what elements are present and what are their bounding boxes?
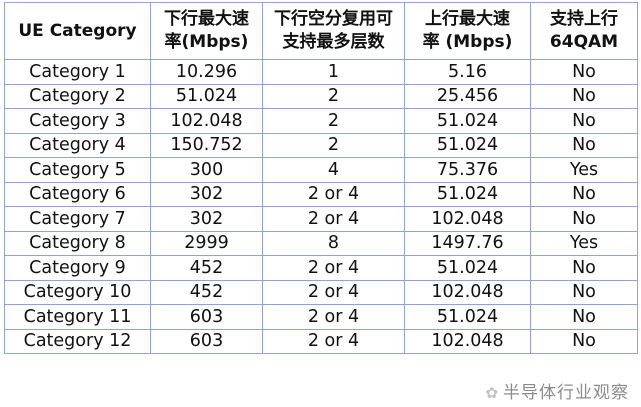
cell-uplink-max-rate: 51.024: [404, 255, 531, 281]
header-downlink-mimo-layers: 下行空分复用可 支持最多层数: [262, 2, 405, 60]
cell-ue-category: Category 7: [4, 206, 151, 232]
cell-uplink-64qam: No: [530, 132, 638, 158]
cell-ue-category: Category 6: [4, 181, 151, 207]
cell-uplink-max-rate: 102.048: [404, 279, 531, 305]
cell-downlink-mimo-layers: 2: [262, 83, 405, 109]
cell-downlink-max-rate: 150.752: [150, 132, 263, 158]
cell-ue-category: Category 12: [4, 328, 151, 354]
cell-uplink-64qam: No: [530, 328, 638, 354]
cell-downlink-mimo-layers: 2: [262, 108, 405, 134]
cell-uplink-max-rate: 102.048: [404, 328, 531, 354]
wechat-icon: ✿: [485, 384, 499, 402]
cell-uplink-64qam: No: [530, 181, 638, 207]
cell-ue-category: Category 1: [4, 59, 151, 85]
cell-uplink-64qam: No: [530, 108, 638, 134]
table-row: Category 3 102.048 2 51.024 No: [4, 108, 638, 134]
table-row: Category 8 2999 8 1497.76 Yes: [4, 230, 638, 256]
cell-uplink-max-rate: 102.048: [404, 206, 531, 232]
cell-downlink-max-rate: 102.048: [150, 108, 263, 134]
cell-downlink-max-rate: 300: [150, 157, 263, 183]
cell-downlink-mimo-layers: 2 or 4: [262, 255, 405, 281]
cell-ue-category: Category 4: [4, 132, 151, 158]
cell-ue-category: Category 5: [4, 157, 151, 183]
cell-downlink-mimo-layers: 2 or 4: [262, 328, 405, 354]
cell-downlink-max-rate: 302: [150, 206, 263, 232]
table-row: Category 12 603 2 or 4 102.048 No: [4, 328, 638, 354]
cell-ue-category: Category 3: [4, 108, 151, 134]
cell-downlink-mimo-layers: 2 or 4: [262, 279, 405, 305]
cell-downlink-mimo-layers: 2 or 4: [262, 304, 405, 330]
cell-ue-category: Category 11: [4, 304, 151, 330]
cell-ue-category: Category 10: [4, 279, 151, 305]
cell-uplink-64qam: No: [530, 304, 638, 330]
table-row: Category 6 302 2 or 4 51.024 No: [4, 181, 638, 207]
cell-downlink-max-rate: 302: [150, 181, 263, 207]
header-downlink-max-rate: 下行最大速 率(Mbps): [150, 2, 263, 60]
cell-uplink-max-rate: 51.024: [404, 304, 531, 330]
ue-category-table: UE Category 下行最大速 率(Mbps) 下行空分复用可 支持最多层数 上行…: [4, 2, 638, 354]
cell-downlink-mimo-layers: 8: [262, 230, 405, 256]
table-row: Category 5 300 4 75.376 Yes: [4, 157, 638, 183]
cell-uplink-max-rate: 75.376: [404, 157, 531, 183]
cell-downlink-max-rate: 452: [150, 255, 263, 281]
cell-downlink-max-rate: 10.296: [150, 59, 263, 85]
cell-uplink-max-rate: 51.024: [404, 132, 531, 158]
cell-downlink-max-rate: 2999: [150, 230, 263, 256]
cell-uplink-max-rate: 25.456: [404, 83, 531, 109]
cell-downlink-mimo-layers: 2: [262, 132, 405, 158]
table-row: Category 11 603 2 or 4 51.024 No: [4, 304, 638, 330]
table-row: Category 9 452 2 or 4 51.024 No: [4, 255, 638, 281]
cell-uplink-max-rate: 1497.76: [404, 230, 531, 256]
cell-uplink-max-rate: 5.16: [404, 59, 531, 85]
cell-ue-category: Category 8: [4, 230, 151, 256]
cell-downlink-max-rate: 603: [150, 304, 263, 330]
header-row: UE Category 下行最大速 率(Mbps) 下行空分复用可 支持最多层数 上行…: [4, 2, 638, 60]
cell-uplink-64qam: No: [530, 279, 638, 305]
cell-uplink-64qam: No: [530, 255, 638, 281]
table-row: Category 10 452 2 or 4 102.048 No: [4, 279, 638, 305]
table-row: Category 1 10.296 1 5.16 No: [4, 59, 638, 85]
cell-ue-category: Category 2: [4, 83, 151, 109]
cell-downlink-mimo-layers: 4: [262, 157, 405, 183]
cell-uplink-64qam: Yes: [530, 230, 638, 256]
cell-downlink-mimo-layers: 2 or 4: [262, 206, 405, 232]
cell-uplink-64qam: Yes: [530, 157, 638, 183]
table-row: Category 4 150.752 2 51.024 No: [4, 132, 638, 158]
header-ue-category: UE Category: [4, 2, 151, 60]
cell-downlink-max-rate: 452: [150, 279, 263, 305]
cell-uplink-max-rate: 51.024: [404, 108, 531, 134]
cell-uplink-64qam: No: [530, 83, 638, 109]
cell-downlink-mimo-layers: 2 or 4: [262, 181, 405, 207]
table-row: Category 2 51.024 2 25.456 No: [4, 83, 638, 109]
watermark: ✿ 半导体行业观察: [485, 383, 629, 403]
cell-uplink-64qam: No: [530, 59, 638, 85]
cell-downlink-max-rate: 51.024: [150, 83, 263, 109]
cell-downlink-mimo-layers: 1: [262, 59, 405, 85]
cell-downlink-max-rate: 603: [150, 328, 263, 354]
cell-ue-category: Category 9: [4, 255, 151, 281]
header-uplink-max-rate: 上行最大速 率 (Mbps): [404, 2, 531, 60]
table-row: Category 7 302 2 or 4 102.048 No: [4, 206, 638, 232]
cell-uplink-64qam: No: [530, 206, 638, 232]
cell-uplink-max-rate: 51.024: [404, 181, 531, 207]
header-uplink-64qam: 支持上行 64QAM: [530, 2, 638, 60]
